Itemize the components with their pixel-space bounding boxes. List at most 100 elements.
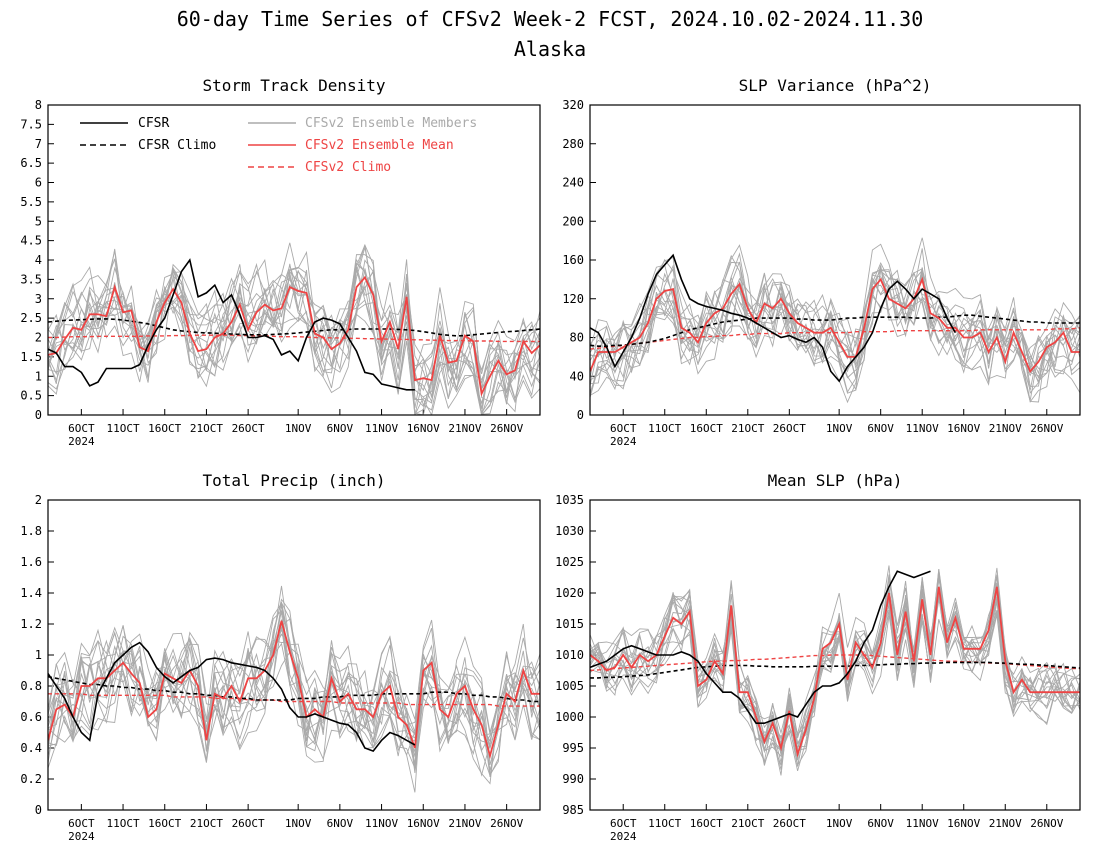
x-tick-label: 21OCT (731, 817, 764, 830)
ensemble-mean-line (590, 276, 1080, 374)
ensemble-member-line (48, 264, 540, 415)
y-tick-label: 5.5 (20, 195, 42, 209)
ensemble-member-line (48, 619, 540, 777)
x-tick-label: 6OCT (610, 817, 637, 830)
y-tick-label: 1 (35, 648, 42, 662)
y-tick-label: 6.5 (20, 156, 42, 170)
plot-frame (47, 499, 541, 811)
y-tick-label: 1015 (555, 617, 584, 631)
legend-members-label: CFSv2 Ensemble Members (305, 116, 477, 131)
x-tick-label: 21OCT (190, 422, 223, 435)
panel-storm-track-density: Storm Track Density 0 0.5 1 1.5 2 2.5 3 3.5 4 4.5 5… (20, 76, 541, 448)
cfsr-line (48, 641, 416, 753)
x-tick-label: 1NOV (285, 817, 312, 830)
y-tick-label: 0.8 (20, 679, 42, 693)
y-tick-label: 7.5 (20, 117, 42, 131)
x-year-label: 2024 (610, 830, 637, 843)
x-tick-label: 21OCT (731, 422, 764, 435)
x-tick-label: 6NOV (327, 817, 354, 830)
y-tick-label: 1.2 (20, 617, 42, 631)
y-tick-label: 985 (562, 803, 584, 817)
y-tick-label: 6 (35, 176, 42, 190)
y-tick-label: 0.6 (20, 710, 42, 724)
x-tick-label: 6OCT (610, 422, 637, 435)
y-tick-label: 1030 (555, 524, 584, 538)
cfsr-line (590, 570, 931, 725)
cfsr-climo-line (590, 314, 1080, 348)
y-tick-label: 200 (562, 214, 584, 228)
y-tick-label: 0.5 (20, 389, 42, 403)
cfsv2-climo-line (48, 334, 540, 343)
y-tick-label: 990 (562, 772, 584, 786)
panel-title: Storm Track Density (202, 76, 385, 95)
y-tick-label: 0.2 (20, 772, 42, 786)
y-tick-label: 3.5 (20, 272, 42, 286)
series-group (590, 237, 1080, 404)
panel-title: Total Precip (inch) (202, 471, 385, 490)
y-tick-label: 1 (35, 369, 42, 383)
cfsv2-climo-line (590, 327, 1080, 350)
panel-total-precip: Total Precip (inch) 0 0.2 0.4 0.6 0.8 1 1.2 1.4 1… (20, 471, 541, 843)
ensemble-member-line (590, 243, 1080, 387)
x-tick-label: 26OCT (773, 422, 806, 435)
cfsr-climo-line (48, 675, 540, 703)
plot-frame (589, 499, 1081, 811)
cfsv2-climo-line (48, 693, 540, 707)
x-tick-label: 6OCT (68, 817, 95, 830)
y-tick-label: 0.4 (20, 741, 42, 755)
panel-mean-slp: Mean SLP (hPa) 985 990 995 1000 1005 1010 1015 1… (555, 471, 1081, 843)
plot-frame (589, 104, 1081, 416)
ensemble-member-line (48, 243, 540, 415)
x-tick-label: 11NOV (365, 817, 398, 830)
x-tick-label: 21NOV (989, 817, 1022, 830)
series-group (48, 585, 540, 793)
cfsr-line (48, 258, 415, 391)
ensemble-member-line (590, 267, 1080, 403)
cfsr-line (590, 253, 957, 383)
ensemble-mean-line (590, 586, 1080, 758)
x-tick-label: 6NOV (867, 817, 894, 830)
panel-title: Mean SLP (hPa) (768, 471, 903, 490)
y-tick-label: 120 (562, 292, 584, 306)
y-tick-label: 280 (562, 137, 584, 151)
x-tick-label: 16OCT (690, 817, 723, 830)
ensemble-mean-line (48, 275, 540, 397)
x-tick-label: 16NOV (407, 817, 440, 830)
x-tick-label: 1NOV (826, 817, 853, 830)
x-tick-label: 6OCT (68, 422, 95, 435)
ensemble-member-line (48, 626, 540, 747)
y-tick-label: 5 (35, 214, 42, 228)
x-tick-label: 26OCT (232, 422, 265, 435)
y-tick-label: 0 (577, 408, 584, 422)
x-tick-label: 16OCT (690, 422, 723, 435)
panel-slp-variance: SLP Variance (hPa^2) 0 40 80 120 160 200 240 280… (562, 76, 1081, 448)
ensemble-member-line (590, 244, 1080, 401)
y-tick-label: 1035 (555, 493, 584, 507)
x-tick-label: 1NOV (285, 422, 312, 435)
y-tick-label: 3 (35, 292, 42, 306)
x-tick-label: 11NOV (365, 422, 398, 435)
legend: CFSR CFSR Climo CFSv2 Ensemble Members C… (80, 116, 477, 175)
x-year-label: 2024 (68, 830, 95, 843)
x-tick-label: 26NOV (490, 422, 523, 435)
y-tick-label: 2 (35, 493, 42, 507)
x-tick-label: 21NOV (448, 817, 481, 830)
y-tick-label: 1.4 (20, 586, 42, 600)
ensemble-member-line (48, 244, 540, 403)
x-tick-label: 11OCT (106, 422, 139, 435)
y-tick-label: 0 (35, 408, 42, 422)
x-tick-label: 26NOV (490, 817, 523, 830)
x-tick-label: 26NOV (1030, 422, 1063, 435)
x-year-label: 2024 (68, 435, 95, 448)
x-tick-label: 1NOV (826, 422, 853, 435)
ensemble-member-line (48, 604, 540, 756)
ensemble-member-line (48, 262, 540, 415)
x-tick-label: 11NOV (906, 422, 939, 435)
y-tick-label: 2 (35, 331, 42, 345)
x-tick-label: 16OCT (148, 422, 181, 435)
y-tick-label: 1020 (555, 586, 584, 600)
x-tick-label: 16OCT (148, 817, 181, 830)
cfsr-climo-line (48, 318, 540, 337)
x-tick-label: 21NOV (989, 422, 1022, 435)
x-tick-label: 6NOV (327, 422, 354, 435)
